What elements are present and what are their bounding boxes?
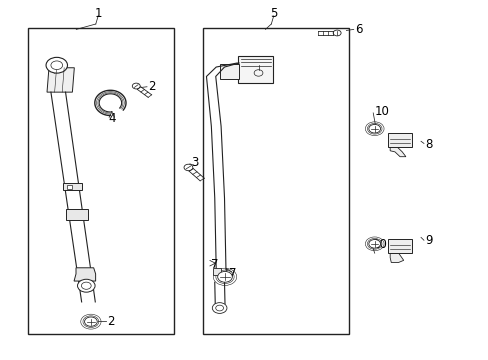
Polygon shape bbox=[63, 183, 82, 190]
Text: 8: 8 bbox=[424, 138, 431, 150]
Circle shape bbox=[78, 279, 95, 292]
Circle shape bbox=[183, 164, 192, 171]
Circle shape bbox=[215, 305, 223, 311]
Circle shape bbox=[84, 317, 97, 326]
Text: 9: 9 bbox=[424, 234, 431, 247]
Text: 7: 7 bbox=[211, 258, 219, 271]
Circle shape bbox=[332, 30, 341, 36]
Circle shape bbox=[51, 61, 62, 69]
Bar bbox=[203, 28, 348, 334]
Bar bbox=[387, 133, 411, 147]
Text: 6: 6 bbox=[354, 23, 362, 36]
Circle shape bbox=[368, 125, 380, 133]
Bar bbox=[219, 64, 239, 79]
Text: 2: 2 bbox=[107, 315, 114, 328]
Bar bbox=[212, 268, 220, 275]
Circle shape bbox=[132, 83, 140, 89]
Circle shape bbox=[212, 303, 226, 314]
Circle shape bbox=[368, 239, 380, 248]
Text: 10: 10 bbox=[371, 238, 386, 251]
Circle shape bbox=[81, 282, 91, 289]
Bar bbox=[67, 185, 72, 189]
Bar bbox=[238, 56, 273, 83]
Circle shape bbox=[46, 57, 67, 73]
Polygon shape bbox=[66, 208, 88, 220]
Text: 10: 10 bbox=[373, 105, 388, 118]
Polygon shape bbox=[74, 268, 96, 281]
Bar bbox=[27, 28, 173, 334]
Text: 4: 4 bbox=[108, 112, 115, 125]
Circle shape bbox=[217, 271, 232, 282]
Polygon shape bbox=[389, 147, 405, 157]
Text: 2: 2 bbox=[148, 80, 155, 93]
Polygon shape bbox=[47, 68, 74, 92]
Text: 5: 5 bbox=[269, 7, 277, 20]
Text: 7: 7 bbox=[228, 267, 236, 280]
Bar bbox=[387, 239, 411, 253]
Text: 1: 1 bbox=[94, 7, 102, 20]
Text: 3: 3 bbox=[190, 156, 198, 169]
Polygon shape bbox=[389, 253, 403, 262]
